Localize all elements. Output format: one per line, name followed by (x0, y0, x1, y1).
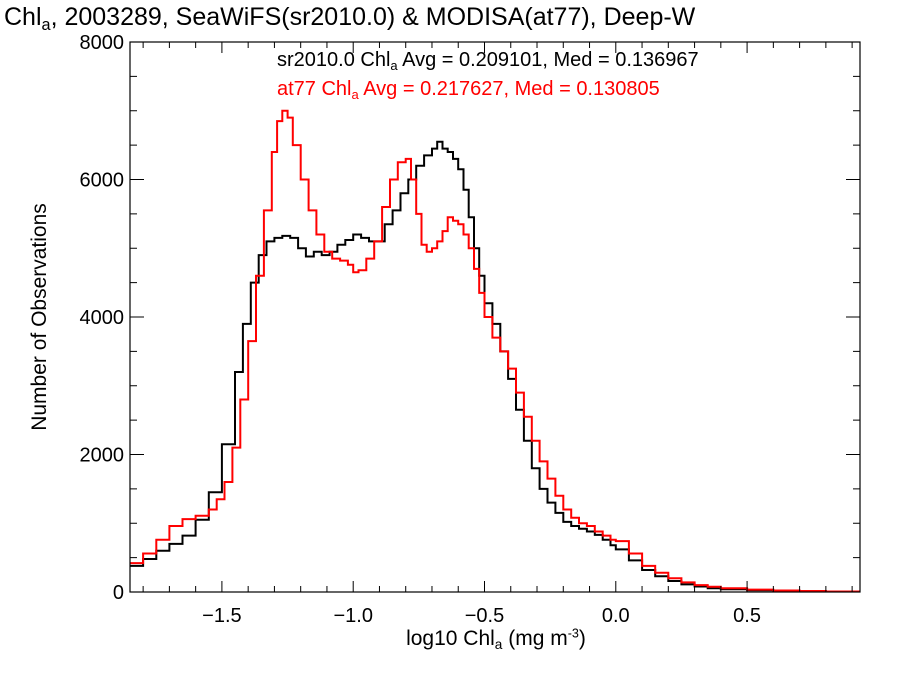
y-tick-label: 8000 (80, 32, 125, 54)
x-tick-label: 0.0 (602, 605, 630, 627)
x-axis-label: log10 Chla (mg m-3) (406, 626, 586, 653)
annotation-sr2010: sr2010.0 Chla Avg = 0.209101, Med = 0.13… (277, 49, 699, 73)
x-tick-label: 0.5 (733, 605, 761, 627)
y-tick-label: 6000 (80, 170, 125, 192)
x-tick-label: −1.5 (202, 605, 241, 627)
annotation-at77: at77 Chla Avg = 0.217627, Med = 0.130805 (277, 78, 660, 102)
plot-frame (129, 41, 861, 593)
x-tick-label: −1.0 (333, 605, 372, 627)
x-tick-label: −0.5 (465, 605, 504, 627)
series-line-sr2010-0 (130, 140, 860, 592)
y-tick-label: 4000 (80, 307, 125, 329)
chart-title: Chla, 2003289, SeaWiFS(sr2010.0) & MODIS… (4, 3, 696, 34)
y-tick-label: 0 (113, 582, 124, 604)
series-line-at77 (130, 109, 860, 592)
y-axis-label: Number of Observations (28, 203, 51, 431)
y-tick-label: 2000 (80, 445, 125, 467)
